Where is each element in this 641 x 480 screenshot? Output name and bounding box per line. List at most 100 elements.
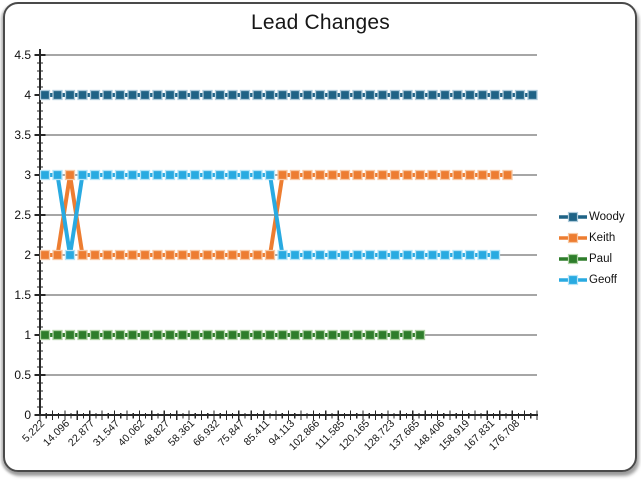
series-keith-marker: [502, 169, 513, 181]
series-paul-marker: [127, 329, 138, 341]
series-paul-marker: [327, 329, 338, 341]
series-paul-marker: [352, 329, 363, 341]
series-geoff-marker: [152, 169, 163, 181]
series-woody-marker: [164, 89, 176, 101]
y-tick-label: 4.5: [14, 48, 31, 62]
y-tick-label: 4: [24, 88, 31, 102]
series-woody-marker: [402, 89, 413, 101]
series-paul-marker: [239, 329, 251, 341]
series-geoff-marker: [377, 249, 388, 261]
series-geoff-marker: [464, 249, 476, 261]
series-keith-marker: [127, 249, 138, 261]
series-woody-marker: [452, 89, 463, 101]
series-geoff-marker: [489, 249, 501, 261]
series-keith-marker: [414, 169, 426, 181]
series-woody-marker: [152, 89, 163, 101]
series-geoff-marker: [389, 249, 401, 261]
series-woody-marker: [189, 89, 201, 101]
series-paul-marker: [414, 329, 426, 341]
series-paul-marker: [227, 329, 238, 341]
series-paul-marker: [214, 329, 226, 341]
legend-key-icon: [559, 232, 587, 244]
series-keith-marker: [152, 249, 163, 261]
series-paul-marker: [39, 329, 51, 341]
series-geoff-marker: [77, 169, 88, 181]
series-woody-marker: [289, 89, 301, 101]
legend-item-keith: Keith: [559, 232, 637, 244]
y-tick-label: 2.5: [14, 208, 31, 222]
series-woody-marker: [302, 89, 313, 101]
series-geoff-marker: [52, 169, 63, 181]
legend-item-woody: Woody: [559, 211, 637, 223]
series-woody-marker: [102, 89, 113, 101]
x-tick-label: 14.096: [41, 418, 72, 449]
series-woody-marker: [39, 89, 51, 101]
series-paul-marker: [164, 329, 176, 341]
x-tick-label: 75.847: [216, 418, 247, 449]
series-geoff-marker: [89, 169, 101, 181]
series-keith-marker: [239, 249, 251, 261]
series-paul-marker: [177, 329, 188, 341]
series-geoff-marker: [264, 169, 276, 181]
series-keith-marker: [52, 249, 63, 261]
series-woody-marker: [177, 89, 188, 101]
series-geoff-marker: [39, 169, 51, 181]
series-keith-marker: [464, 169, 476, 181]
series-paul-marker: [102, 329, 113, 341]
series-woody-marker: [239, 89, 251, 101]
series-keith-marker: [264, 249, 276, 261]
series-keith-marker: [139, 249, 151, 261]
series-keith-marker: [102, 249, 113, 261]
series-paul-marker: [302, 329, 313, 341]
series-geoff-marker: [64, 249, 76, 261]
series-paul-marker: [64, 329, 76, 341]
series-keith-marker: [214, 249, 226, 261]
series-paul-marker: [377, 329, 388, 341]
series-keith-marker: [252, 249, 263, 261]
y-tick-label: 3: [24, 168, 31, 182]
series-woody-marker: [77, 89, 88, 101]
series-keith-marker: [289, 169, 301, 181]
series-paul-marker: [77, 329, 88, 341]
legend-label: Geoff: [589, 274, 617, 286]
series-woody-marker: [377, 89, 388, 101]
series-keith-marker: [377, 169, 388, 181]
series-keith-marker: [427, 169, 438, 181]
series-keith-marker: [177, 249, 188, 261]
series-geoff-marker: [177, 169, 188, 181]
series-paul-marker: [52, 329, 63, 341]
series-paul-marker: [402, 329, 413, 341]
series-keith-marker: [439, 169, 451, 181]
series-geoff-marker: [277, 249, 288, 261]
series-keith-marker: [202, 249, 213, 261]
series-keith-marker: [189, 249, 201, 261]
series-woody-marker: [114, 89, 126, 101]
series-paul-marker: [202, 329, 213, 341]
y-tick-label: 1: [24, 328, 31, 342]
x-tick-label: 85.411: [241, 418, 272, 449]
x-tick-label: 31.547: [91, 418, 122, 449]
y-tick-label: 1.5: [14, 288, 31, 302]
series-woody-marker: [214, 89, 226, 101]
series-woody-marker: [477, 89, 488, 101]
series-woody-marker: [89, 89, 101, 101]
series-keith-marker: [389, 169, 401, 181]
series-woody-marker: [227, 89, 238, 101]
series-woody-marker: [502, 89, 513, 101]
series-geoff-marker: [127, 169, 138, 181]
series-keith-marker: [64, 169, 76, 181]
x-tick-label: 58.361: [166, 418, 197, 449]
series-woody-marker: [464, 89, 476, 101]
series-geoff-marker: [339, 249, 351, 261]
series-keith-marker: [314, 169, 326, 181]
series-geoff-marker: [102, 169, 113, 181]
series-geoff-marker: [414, 249, 426, 261]
series-woody-marker: [52, 89, 63, 101]
series-woody-marker: [327, 89, 338, 101]
series-paul-marker: [364, 329, 376, 341]
series-paul-marker: [139, 329, 151, 341]
series-geoff-marker: [314, 249, 326, 261]
series-woody-marker: [314, 89, 326, 101]
series-paul-marker: [252, 329, 263, 341]
